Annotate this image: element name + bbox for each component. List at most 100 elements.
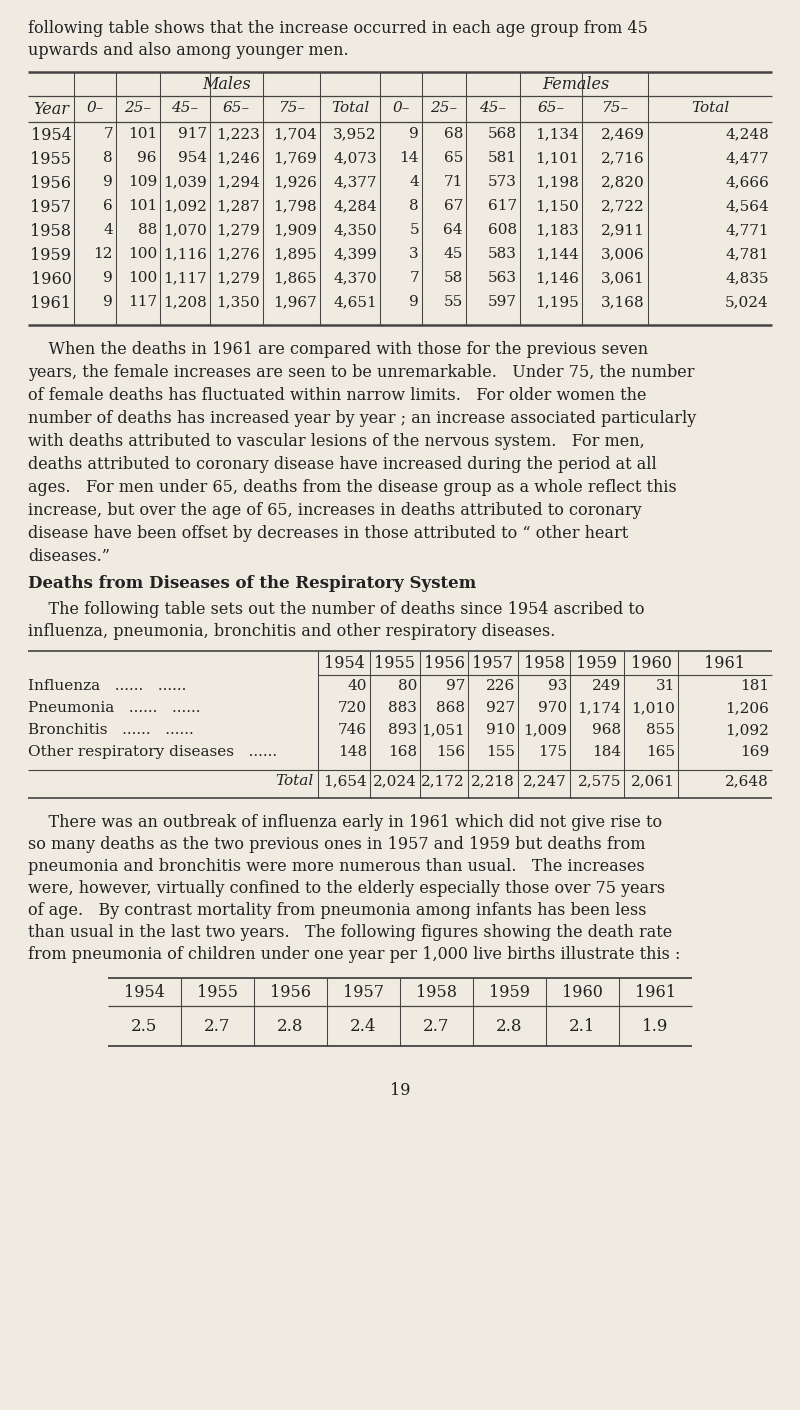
Text: 1957: 1957 (343, 984, 384, 1001)
Text: 3,952: 3,952 (334, 127, 377, 141)
Text: 1,101: 1,101 (535, 151, 579, 165)
Text: 101: 101 (128, 127, 157, 141)
Text: 720: 720 (338, 701, 367, 715)
Text: Deaths from Diseases of the Respiratory System: Deaths from Diseases of the Respiratory … (28, 575, 476, 592)
Text: 1,654: 1,654 (323, 774, 367, 788)
Text: 1,798: 1,798 (274, 199, 317, 213)
Text: 1,092: 1,092 (163, 199, 207, 213)
Text: 883: 883 (388, 701, 417, 715)
Text: 65: 65 (444, 151, 463, 165)
Text: 1958: 1958 (523, 656, 565, 673)
Text: 1,279: 1,279 (216, 271, 260, 285)
Text: 9: 9 (103, 295, 113, 309)
Text: 617: 617 (488, 199, 517, 213)
Text: 175: 175 (538, 744, 567, 759)
Text: 583: 583 (488, 247, 517, 261)
Text: 40: 40 (347, 680, 367, 692)
Text: 1958: 1958 (416, 984, 457, 1001)
Text: with deaths attributed to vascular lesions of the nervous system.   For men,: with deaths attributed to vascular lesio… (28, 433, 645, 450)
Text: 2,247: 2,247 (523, 774, 567, 788)
Text: 2.5: 2.5 (131, 1018, 158, 1035)
Text: 970: 970 (538, 701, 567, 715)
Text: 1,287: 1,287 (216, 199, 260, 213)
Text: 608: 608 (488, 223, 517, 237)
Text: 2.4: 2.4 (350, 1018, 377, 1035)
Text: 1,279: 1,279 (216, 223, 260, 237)
Text: diseases.”: diseases.” (28, 548, 110, 565)
Text: 3,061: 3,061 (602, 271, 645, 285)
Text: 7: 7 (103, 127, 113, 141)
Text: influenza, pneumonia, bronchitis and other respiratory diseases.: influenza, pneumonia, bronchitis and oth… (28, 623, 555, 640)
Text: 45: 45 (444, 247, 463, 261)
Text: Total: Total (276, 774, 314, 788)
Text: 1,294: 1,294 (216, 175, 260, 189)
Text: 4,781: 4,781 (726, 247, 769, 261)
Text: 64: 64 (443, 223, 463, 237)
Text: 1954: 1954 (124, 984, 165, 1001)
Text: 169: 169 (740, 744, 769, 759)
Text: 1,039: 1,039 (163, 175, 207, 189)
Text: 12: 12 (94, 247, 113, 261)
Text: 746: 746 (338, 723, 367, 737)
Text: 581: 581 (488, 151, 517, 165)
Text: 4,666: 4,666 (725, 175, 769, 189)
Text: When the deaths in 1961 are compared with those for the previous seven: When the deaths in 1961 are compared wit… (28, 341, 648, 358)
Text: 14: 14 (399, 151, 419, 165)
Text: 2,024: 2,024 (373, 774, 417, 788)
Text: 1,134: 1,134 (535, 127, 579, 141)
Text: 1,350: 1,350 (216, 295, 260, 309)
Text: 8: 8 (410, 199, 419, 213)
Text: 2.7: 2.7 (204, 1018, 230, 1035)
Text: 1.9: 1.9 (642, 1018, 669, 1035)
Text: 2,716: 2,716 (602, 151, 645, 165)
Text: 1955: 1955 (30, 151, 71, 168)
Text: 2.1: 2.1 (570, 1018, 596, 1035)
Text: 868: 868 (436, 701, 465, 715)
Text: 7: 7 (410, 271, 419, 285)
Text: 19: 19 (390, 1081, 410, 1098)
Text: number of deaths has increased year by year ; an increase associated particularl: number of deaths has increased year by y… (28, 410, 696, 427)
Text: 1960: 1960 (630, 656, 671, 673)
Text: 1961: 1961 (635, 984, 676, 1001)
Text: 597: 597 (488, 295, 517, 309)
Text: Total: Total (331, 102, 369, 116)
Text: increase, but over the age of 65, increases in deaths attributed to coronary: increase, but over the age of 65, increa… (28, 502, 642, 519)
Text: 1,195: 1,195 (535, 295, 579, 309)
Text: 4,370: 4,370 (334, 271, 377, 285)
Text: 1,183: 1,183 (535, 223, 579, 237)
Text: disease have been offset by decreases in those attributed to “ other heart: disease have been offset by decreases in… (28, 525, 628, 541)
Text: 893: 893 (388, 723, 417, 737)
Text: 573: 573 (488, 175, 517, 189)
Text: 2,575: 2,575 (578, 774, 621, 788)
Text: years, the female increases are seen to be unremarkable.   Under 75, the number: years, the female increases are seen to … (28, 364, 694, 381)
Text: 65–: 65– (223, 102, 250, 116)
Text: Other respiratory diseases   ......: Other respiratory diseases ...... (28, 744, 277, 759)
Text: 9: 9 (410, 295, 419, 309)
Text: were, however, virtually confined to the elderly especially those over 75 years: were, however, virtually confined to the… (28, 880, 665, 897)
Text: 1,174: 1,174 (578, 701, 621, 715)
Text: Pneumonia   ......   ......: Pneumonia ...... ...... (28, 701, 201, 715)
Text: 9: 9 (103, 271, 113, 285)
Text: 155: 155 (486, 744, 515, 759)
Text: 1959: 1959 (489, 984, 530, 1001)
Text: 927: 927 (486, 701, 515, 715)
Text: 2,648: 2,648 (726, 774, 769, 788)
Text: 117: 117 (128, 295, 157, 309)
Text: 2.8: 2.8 (496, 1018, 522, 1035)
Text: 1,865: 1,865 (274, 271, 317, 285)
Text: 80: 80 (398, 680, 417, 692)
Text: 4,399: 4,399 (334, 247, 377, 261)
Text: 2,469: 2,469 (601, 127, 645, 141)
Text: 1,926: 1,926 (273, 175, 317, 189)
Text: 1955: 1955 (374, 656, 415, 673)
Text: 100: 100 (128, 271, 157, 285)
Text: 4,248: 4,248 (726, 127, 769, 141)
Text: deaths attributed to coronary disease have increased during the period at all: deaths attributed to coronary disease ha… (28, 455, 657, 472)
Text: following table shows that the increase occurred in each age group from 45: following table shows that the increase … (28, 20, 648, 37)
Text: 58: 58 (444, 271, 463, 285)
Text: 1956: 1956 (270, 984, 311, 1001)
Text: 4,651: 4,651 (334, 295, 377, 309)
Text: 1955: 1955 (197, 984, 238, 1001)
Text: 148: 148 (338, 744, 367, 759)
Text: 2,722: 2,722 (602, 199, 645, 213)
